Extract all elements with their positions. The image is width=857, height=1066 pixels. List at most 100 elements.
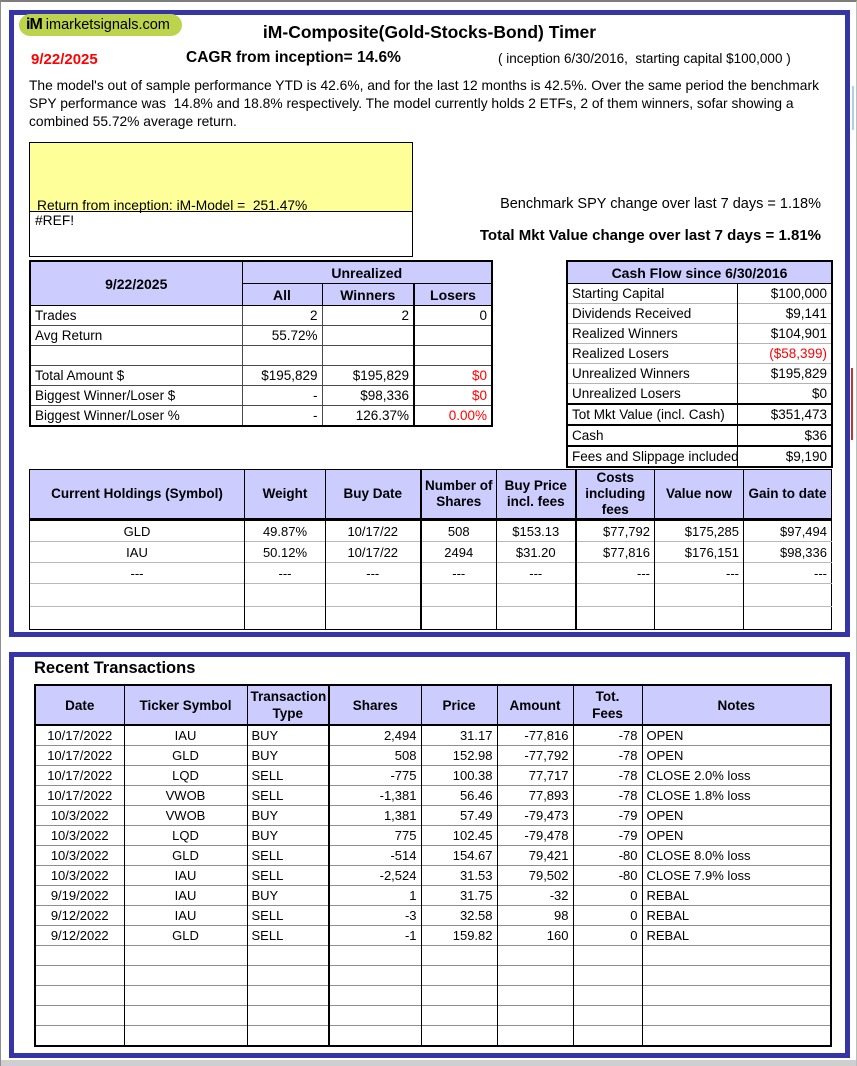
cashflow-row: Unrealized Losers $0 <box>566 383 832 404</box>
transactions-row-cell: 10/3/2022 <box>34 825 124 846</box>
transactions-panel: Recent Transactions Date Ticker Symbol T… <box>9 652 850 1058</box>
transactions-row-cell: -78 <box>572 765 642 786</box>
transactions-row-cell: 31.17 <box>420 725 497 746</box>
unrealized-group-header: Unrealized <box>241 260 493 284</box>
transactions-row-cell: VWOB <box>123 805 247 826</box>
cashflow-value: $9,190 <box>736 445 832 467</box>
holdings-row-cell <box>496 606 576 630</box>
unrealized-winners <box>321 325 415 346</box>
transactions-title: Recent Transactions <box>34 659 196 677</box>
transactions-row-cell: 152.98 <box>420 745 497 766</box>
transactions-row-cell: -514 <box>328 845 421 866</box>
transactions-row-cell: -79,478 <box>496 825 573 846</box>
transactions-row-cell: 0 <box>572 905 642 926</box>
transactions-row-cell: 10/17/2022 <box>34 765 124 786</box>
transactions-row-cell: 1 <box>328 885 421 906</box>
cashflow-value: $36 <box>736 424 832 446</box>
holdings-row-cell: GLD <box>29 519 245 542</box>
transactions-row-cell: -77,816 <box>496 725 573 746</box>
transactions-row: 10/3/2022 GLD SELL -514 154.67 79,421 -80 CLOSE… <box>34 845 831 866</box>
cashflow-label: Fees and Slippage included <box>566 445 737 467</box>
holdings-row-cell: --- <box>419 562 497 584</box>
scroll-indicator-red <box>851 368 853 440</box>
holdings-row-cell <box>325 583 421 607</box>
col-header-all: All <box>241 283 323 306</box>
unrealized-all: - <box>241 405 323 427</box>
transactions-row-cell: 9/19/2022 <box>34 885 124 906</box>
transactions-row-cell <box>641 965 831 986</box>
holdings-row-cell: $77,816 <box>574 541 655 563</box>
transactions-row-empty <box>34 965 831 986</box>
unrealized-label: Avg Return <box>29 325 243 346</box>
unrealized-date-header: 9/22/2025 <box>29 260 243 306</box>
transactions-row-cell <box>123 945 247 966</box>
cashflow-value: $9,141 <box>736 303 832 324</box>
transactions-row-cell: OPEN <box>641 825 831 846</box>
unrealized-losers: 0.00% <box>412 405 493 427</box>
transactions-row-cell <box>123 1005 247 1026</box>
site-name: imarketsignals.com <box>45 17 170 33</box>
cashflow-value: ($58,399) <box>736 343 832 364</box>
holdings-header: Gain to date <box>743 469 832 521</box>
transactions-row-cell: -78 <box>572 785 642 806</box>
ref-error-cell: #REF! <box>29 211 413 257</box>
transactions-row-cell: -78 <box>572 725 642 746</box>
unrealized-losers: $0 <box>412 385 493 406</box>
holdings-header: Costs including fees <box>574 469 655 521</box>
holdings-row-empty <box>29 606 832 630</box>
transactions-row-cell: BUY <box>246 885 329 906</box>
transactions-row-cell <box>420 985 497 1006</box>
transactions-row-cell: -80 <box>572 845 642 866</box>
holdings-row-cell: $97,494 <box>743 519 832 542</box>
unrealized-label: Trades <box>29 305 243 326</box>
holdings-row-cell: 10/17/22 <box>325 541 421 563</box>
holdings-header: Buy Date <box>325 469 421 521</box>
holdings-row-cell: $176,151 <box>654 541 744 563</box>
cashflow-row: Realized Winners $104,901 <box>566 323 832 344</box>
holdings-header: Number of Shares <box>419 469 497 521</box>
transactions-row-cell: 160 <box>496 925 573 946</box>
holdings-row-cell <box>743 606 832 630</box>
transactions-row-cell <box>572 985 642 1006</box>
transactions-row-cell <box>420 1025 497 1046</box>
transactions-header: Amount <box>496 684 574 726</box>
transactions-row-cell: 98 <box>496 905 573 926</box>
unrealized-all: $195,829 <box>241 365 323 386</box>
transactions-header: Shares <box>328 684 422 726</box>
transactions-row-cell: GLD <box>123 745 247 766</box>
cashflow-row: Starting Capital $100,000 <box>566 283 832 304</box>
bottom-bar <box>1 1060 856 1066</box>
transactions-row-cell: -1,381 <box>328 785 421 806</box>
holdings-row-cell <box>244 606 326 630</box>
holdings-row-cell: $77,792 <box>574 519 655 542</box>
holdings-row-cell: IAU <box>29 541 245 563</box>
transactions-row-cell: VWOB <box>123 785 247 806</box>
cashflow-title: Cash Flow since 6/30/2016 <box>566 260 833 284</box>
cashflow-label: Starting Capital <box>566 283 737 304</box>
scroll-indicator-blue <box>852 86 854 130</box>
holdings-row-cell <box>574 583 655 607</box>
transactions-row-cell: 57.49 <box>420 805 497 826</box>
cashflow-row: Tot Mkt Value (incl. Cash) $351,473 <box>566 403 832 425</box>
transactions-row-cell: LQD <box>123 765 247 786</box>
holdings-row-cell: --- <box>29 562 245 584</box>
transactions-row-cell: IAU <box>123 905 247 926</box>
holdings-row-cell <box>29 606 245 630</box>
transactions-row-cell <box>123 1025 247 1046</box>
transactions-row-cell <box>496 1005 573 1026</box>
transactions-row-cell: -79 <box>572 825 642 846</box>
unrealized-losers <box>412 345 493 366</box>
transactions-row-cell <box>34 965 124 986</box>
transactions-row: 9/19/2022 IAU BUY 1 31.75 -32 0 REBAL <box>34 885 831 906</box>
holdings-row-cell <box>419 606 497 630</box>
transactions-row-cell: 100.38 <box>420 765 497 786</box>
transactions-row: 10/17/2022 IAU BUY 2,494 31.17 -77,816 -78 OPEN <box>34 725 831 746</box>
unrealized-row <box>29 345 493 366</box>
transactions-table: Date Ticker Symbol Transaction Type Shar… <box>34 684 832 1047</box>
holdings-row-cell <box>496 583 576 607</box>
transactions-row-cell <box>328 965 421 986</box>
holdings-header: Buy Price incl. fees <box>496 469 576 521</box>
holdings-row-cell: 50.12% <box>244 541 326 563</box>
transactions-row: 9/12/2022 GLD SELL -1 159.82 160 0 REBAL <box>34 925 831 946</box>
transactions-row-cell <box>246 1025 329 1046</box>
